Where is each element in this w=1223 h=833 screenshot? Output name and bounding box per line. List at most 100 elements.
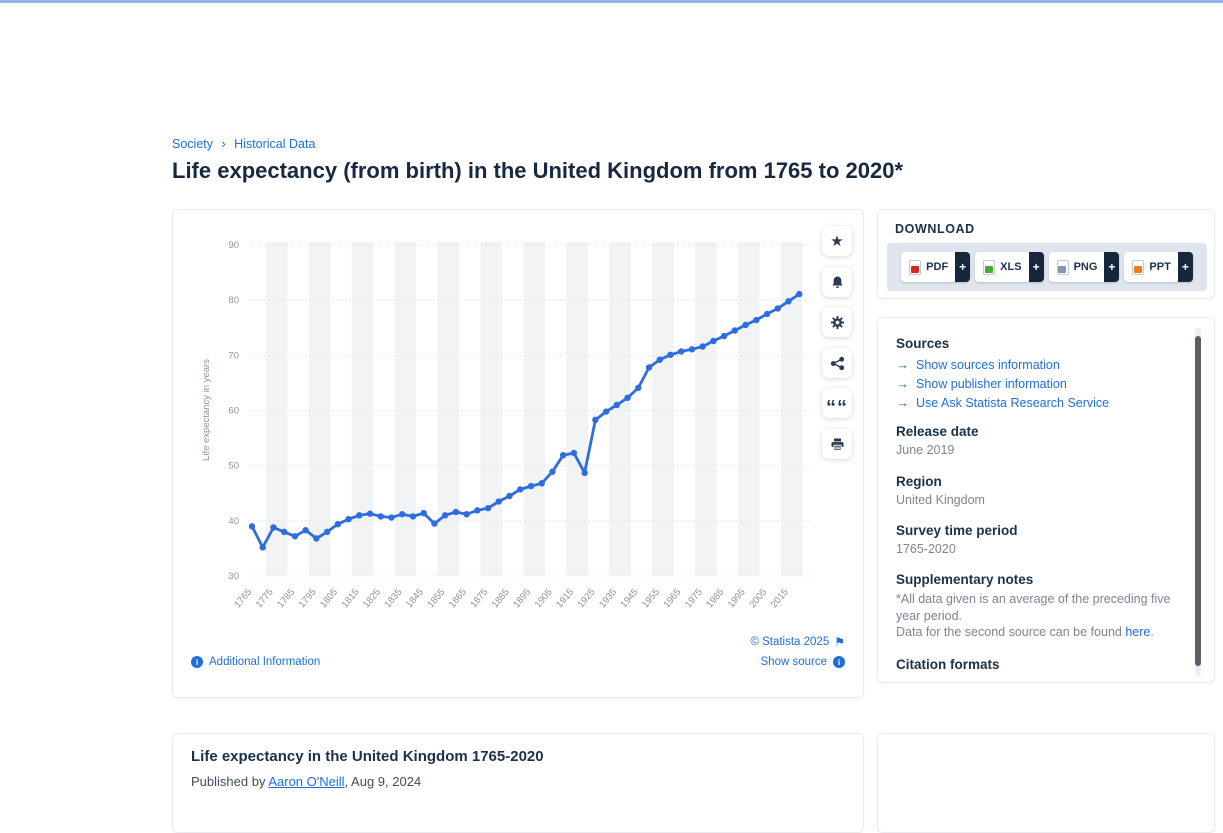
sidebar-scrollbar-thumb[interactable] (1195, 336, 1201, 666)
svg-text:1965: 1965 (661, 587, 683, 610)
bell-icon (831, 276, 843, 288)
breadcrumb-separator: › (221, 137, 226, 151)
download-card: DOWNLOAD PDF + XLS + PNG + PPT + (877, 209, 1215, 299)
download-xls-button[interactable]: XLS + (975, 252, 1044, 282)
download-heading: DOWNLOAD (895, 222, 975, 236)
region-value: United Kingdom (896, 493, 985, 507)
print-button[interactable] (822, 429, 852, 459)
published-date-text: , Aug 9, 2024 (344, 774, 422, 789)
svg-text:1805: 1805 (318, 587, 340, 610)
svg-text:1895: 1895 (511, 587, 533, 610)
arrow-icon: → (896, 376, 909, 391)
svg-text:1935: 1935 (597, 587, 619, 610)
breadcrumb-link-historical-data[interactable]: Historical Data (234, 137, 316, 151)
author-link[interactable]: Aaron O'Neill (268, 774, 345, 789)
citation-formats-label: Citation formats (896, 657, 1000, 672)
cite-button[interactable]: ““ (822, 388, 852, 418)
svg-text:1905: 1905 (533, 587, 555, 610)
arrow-icon: → (896, 357, 909, 372)
here-link[interactable]: here (1125, 625, 1151, 639)
sources-heading: Sources (896, 336, 950, 351)
download-button-group: PDF + XLS + PNG + PPT + (887, 243, 1207, 291)
favorite-button[interactable]: ★ (822, 226, 852, 256)
arrow-icon: → (896, 395, 909, 410)
svg-text:1775: 1775 (254, 587, 276, 610)
breadcrumb-link-society[interactable]: Society (172, 137, 213, 151)
flag-icon: ⚑ (834, 635, 845, 649)
sources-card: Sources → Show sources information → Sho… (877, 317, 1215, 683)
svg-text:1845: 1845 (404, 587, 426, 610)
show-publisher-information-link[interactable]: → Show publisher information (896, 376, 1182, 391)
pdf-plus-tab[interactable]: + (955, 252, 971, 282)
survey-time-period-value: 1765-2020 (896, 542, 956, 556)
download-png-button[interactable]: PNG + (1048, 252, 1120, 282)
supplementary-notes-label: Supplementary notes (896, 572, 1034, 587)
statista-copyright-link[interactable]: © Statista 2025 ⚑ (750, 635, 845, 649)
notes-prefix: Data for the second source can be found (896, 625, 1126, 639)
xls-plus-tab[interactable]: + (1028, 252, 1044, 282)
copyright-label: © Statista 2025 (750, 636, 830, 648)
svg-text:1765: 1765 (232, 587, 254, 610)
page-title: Life expectancy (from birth) in the Unit… (172, 158, 904, 183)
svg-text:2015: 2015 (769, 587, 791, 610)
svg-text:2005: 2005 (747, 587, 769, 610)
svg-text:60: 60 (228, 405, 239, 416)
publication-card: Life expectancy in the United Kingdom 17… (172, 733, 864, 833)
show-source-label: Show source (760, 656, 827, 668)
png-label: PNG (1073, 261, 1098, 273)
download-ppt-button[interactable]: PPT + (1124, 252, 1193, 282)
sidebar-secondary-card (877, 733, 1215, 833)
svg-text:1875: 1875 (468, 587, 490, 610)
svg-text:90: 90 (228, 240, 239, 251)
svg-text:40: 40 (228, 516, 239, 527)
link-label: Use Ask Statista Research Service (916, 395, 1110, 410)
svg-text:1915: 1915 (554, 587, 576, 610)
quote-icon: ““ (826, 396, 848, 419)
svg-text:1835: 1835 (383, 587, 405, 610)
svg-text:1795: 1795 (297, 587, 319, 610)
svg-text:80: 80 (228, 295, 239, 306)
sidebar-scrollbar-track[interactable] (1195, 328, 1201, 676)
svg-text:1825: 1825 (361, 587, 383, 610)
ppt-file-icon (1132, 259, 1145, 275)
svg-text:1855: 1855 (425, 587, 447, 610)
info-icon: i (833, 656, 845, 668)
alert-button[interactable] (822, 267, 852, 297)
info-icon: i (191, 656, 203, 668)
share-button[interactable] (822, 348, 852, 378)
region-label: Region (896, 474, 942, 489)
link-label: Show sources information (916, 357, 1060, 372)
svg-text:70: 70 (228, 350, 239, 361)
pdf-label: PDF (926, 261, 949, 273)
additional-information-link[interactable]: i Additional Information (191, 656, 320, 668)
published-by-text: Published by (191, 774, 269, 789)
ppt-plus-tab[interactable]: + (1177, 252, 1193, 282)
publication-byline: Published by Aaron O'Neill, Aug 9, 2024 (191, 774, 421, 789)
svg-text:1785: 1785 (275, 587, 297, 610)
show-sources-information-link[interactable]: → Show sources information (896, 357, 1182, 372)
printer-icon (831, 438, 843, 451)
ppt-label: PPT (1149, 261, 1171, 273)
ask-statista-research-service-link[interactable]: → Use Ask Statista Research Service (896, 395, 1182, 410)
gear-icon (830, 315, 844, 329)
svg-text:50: 50 (228, 461, 239, 472)
show-source-link[interactable]: Show source i (761, 656, 845, 668)
additional-information-label: Additional Information (209, 656, 321, 668)
top-accent-bar (0, 0, 1223, 3)
publication-title: Life expectancy in the United Kingdom 17… (191, 748, 544, 765)
svg-text:1995: 1995 (726, 587, 748, 610)
survey-time-period-label: Survey time period (896, 523, 1018, 538)
settings-button[interactable] (822, 307, 852, 337)
notes-suffix: . (1150, 625, 1154, 639)
link-label: Show publisher information (916, 376, 1067, 391)
chart-card: 30 40 50 60 70 80 90 1765 1775 1785 1795 1805 1815 18… (172, 209, 864, 698)
png-file-icon (1056, 259, 1069, 275)
svg-text:1955: 1955 (640, 587, 662, 610)
supplementary-notes-source-line: Data for the second source can be found … (896, 625, 1182, 639)
download-pdf-button[interactable]: PDF + (901, 252, 971, 282)
pdf-file-icon (909, 259, 922, 275)
breadcrumb: Society › Historical Data (172, 137, 315, 151)
svg-text:1815: 1815 (340, 587, 362, 610)
png-plus-tab[interactable]: + (1104, 252, 1120, 282)
